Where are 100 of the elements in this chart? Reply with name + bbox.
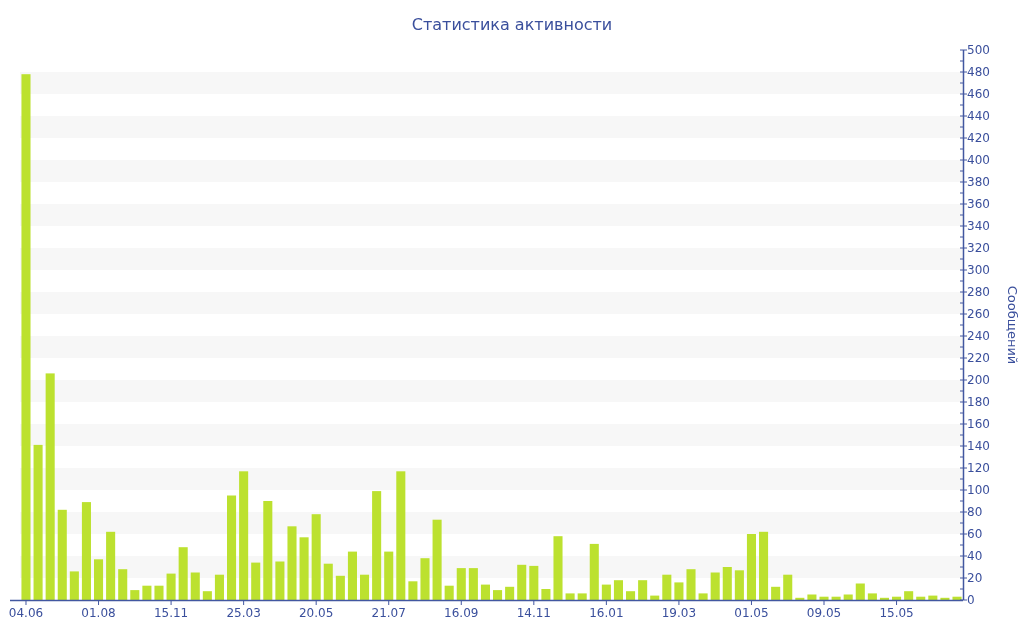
- y-tick-label: 0: [967, 593, 975, 608]
- x-tick-label: 01.05: [734, 606, 769, 620]
- bar: [577, 593, 587, 600]
- bar: [795, 597, 805, 600]
- bar: [408, 581, 418, 600]
- x-tick-label: 09.05: [806, 606, 842, 620]
- bar: [251, 562, 261, 600]
- bar: [638, 580, 648, 600]
- bar: [45, 373, 55, 600]
- bar: [130, 590, 140, 600]
- bar: [807, 594, 817, 600]
- bar: [771, 586, 781, 600]
- bar: [493, 590, 503, 600]
- y-tick-label: 20: [967, 571, 983, 586]
- bar: [710, 572, 720, 600]
- bar: [432, 519, 442, 600]
- bar: [335, 575, 345, 600]
- bar: [456, 568, 466, 600]
- bar: [589, 543, 599, 600]
- x-tick-label: 16.09: [444, 606, 479, 620]
- bar: [565, 593, 575, 600]
- bar: [69, 571, 79, 600]
- y-tick-label: 480: [967, 65, 990, 80]
- y-tick-label: 420: [967, 131, 990, 146]
- bar: [698, 593, 708, 600]
- bar: [928, 595, 938, 600]
- y-tick-label: 400: [967, 153, 990, 168]
- y-tick-label: 160: [967, 417, 990, 432]
- bar: [263, 501, 273, 600]
- bar: [239, 471, 249, 600]
- bar: [529, 565, 539, 600]
- bar: [867, 593, 877, 600]
- bar: [940, 597, 950, 600]
- bar: [21, 74, 31, 600]
- bar: [81, 502, 91, 600]
- bar: [517, 564, 527, 600]
- bar: [952, 596, 962, 600]
- y-tick-label: 200: [967, 373, 990, 388]
- bar: [106, 531, 116, 600]
- bar: [505, 586, 515, 600]
- bar: [384, 551, 394, 600]
- y-tick-label: 40: [967, 549, 983, 564]
- bar: [904, 591, 914, 600]
- bar: [202, 591, 212, 600]
- bar: [601, 584, 611, 600]
- bar: [214, 574, 224, 600]
- bar: [843, 594, 853, 600]
- y-tick-label: 320: [967, 241, 990, 256]
- x-tick-label: 15.11: [153, 606, 189, 620]
- y-tick-label: 220: [967, 351, 990, 366]
- bar: [57, 509, 67, 600]
- bar: [372, 491, 382, 600]
- y-tick-label: 280: [967, 285, 990, 300]
- bar: [468, 568, 478, 600]
- y-tick-label: 120: [967, 461, 990, 476]
- x-tick-label: 25.03: [226, 606, 261, 620]
- x-tick-label: 19.03: [661, 606, 697, 620]
- bar: [444, 585, 454, 600]
- bar: [299, 537, 309, 600]
- x-tick-label: 01.08: [81, 606, 116, 620]
- bar: [347, 551, 357, 600]
- y-tick-label: 80: [967, 505, 983, 520]
- y-tick-label: 360: [967, 197, 990, 212]
- y-tick-label: 100: [967, 483, 990, 498]
- x-tick-label: 16.01: [589, 606, 624, 620]
- y-tick-label: 140: [967, 439, 990, 454]
- bar: [33, 444, 43, 600]
- bar: [142, 585, 152, 600]
- bar: [118, 569, 128, 600]
- bar: [396, 471, 406, 600]
- y-tick-label: 460: [967, 87, 990, 102]
- bar: [227, 495, 237, 600]
- x-tick-label: 20.05: [299, 606, 334, 620]
- bar: [360, 574, 370, 600]
- x-tick-label: 04.06: [8, 606, 44, 620]
- y-axis-title: Сообщений: [1005, 285, 1020, 365]
- bar: [892, 596, 902, 600]
- x-tick-label: 21.07: [371, 606, 406, 620]
- bar: [287, 526, 297, 600]
- x-tick-label: 15.05: [879, 606, 914, 620]
- y-tick-label: 440: [967, 109, 990, 124]
- bar: [541, 589, 551, 600]
- bar: [420, 558, 430, 600]
- bar: [662, 574, 672, 600]
- bar: [674, 582, 684, 600]
- y-tick-label: 300: [967, 263, 990, 278]
- bar: [650, 595, 660, 600]
- bar: [855, 583, 865, 600]
- bar: [831, 596, 841, 600]
- bar: [734, 570, 744, 600]
- bar: [613, 580, 623, 600]
- bar: [746, 534, 756, 600]
- y-tick-label: 340: [967, 219, 990, 234]
- bar: [178, 547, 188, 600]
- y-tick-label: 240: [967, 329, 990, 344]
- y-tick-label: 60: [967, 527, 983, 542]
- x-tick-label: 14.11: [516, 606, 551, 620]
- bar: [722, 567, 732, 600]
- bar: [553, 536, 563, 600]
- y-tick-label: 260: [967, 307, 990, 322]
